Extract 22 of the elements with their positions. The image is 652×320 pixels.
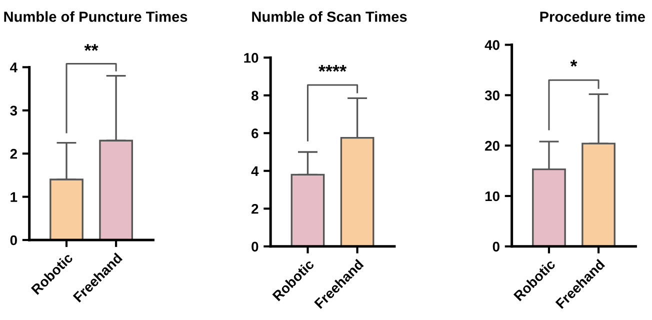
y-tick-label: 10 [244,52,258,63]
y-tick-label: 1 [10,192,18,202]
y-tick-label: 6 [252,128,258,138]
y-tick-label: 4 [251,166,259,176]
text: ** [84,44,98,51]
y-tick-label: 0 [492,242,500,252]
chart-title: Numble of Puncture Times [4,11,188,22]
y-tick-label: 10 [485,191,500,202]
y-tick-label: 0 [252,242,258,252]
chart-title: Procedure time [540,11,645,22]
annotation: * [570,60,578,67]
chart-title: Numble of Scan Times [252,11,407,22]
y-tick-label: 4 [10,62,18,72]
y-tick-label: 8 [251,90,258,101]
y-tick-label: 30 [484,90,500,100]
y-tick-label: 3 [10,106,18,116]
y-tick-label: 0 [10,235,17,246]
y-tick-label: 2 [252,204,258,214]
annotation: **** [318,65,347,72]
y-tick-label: 40 [484,40,500,50]
y-tick-label: 20 [485,140,500,151]
y-tick-label: 2 [10,148,17,159]
